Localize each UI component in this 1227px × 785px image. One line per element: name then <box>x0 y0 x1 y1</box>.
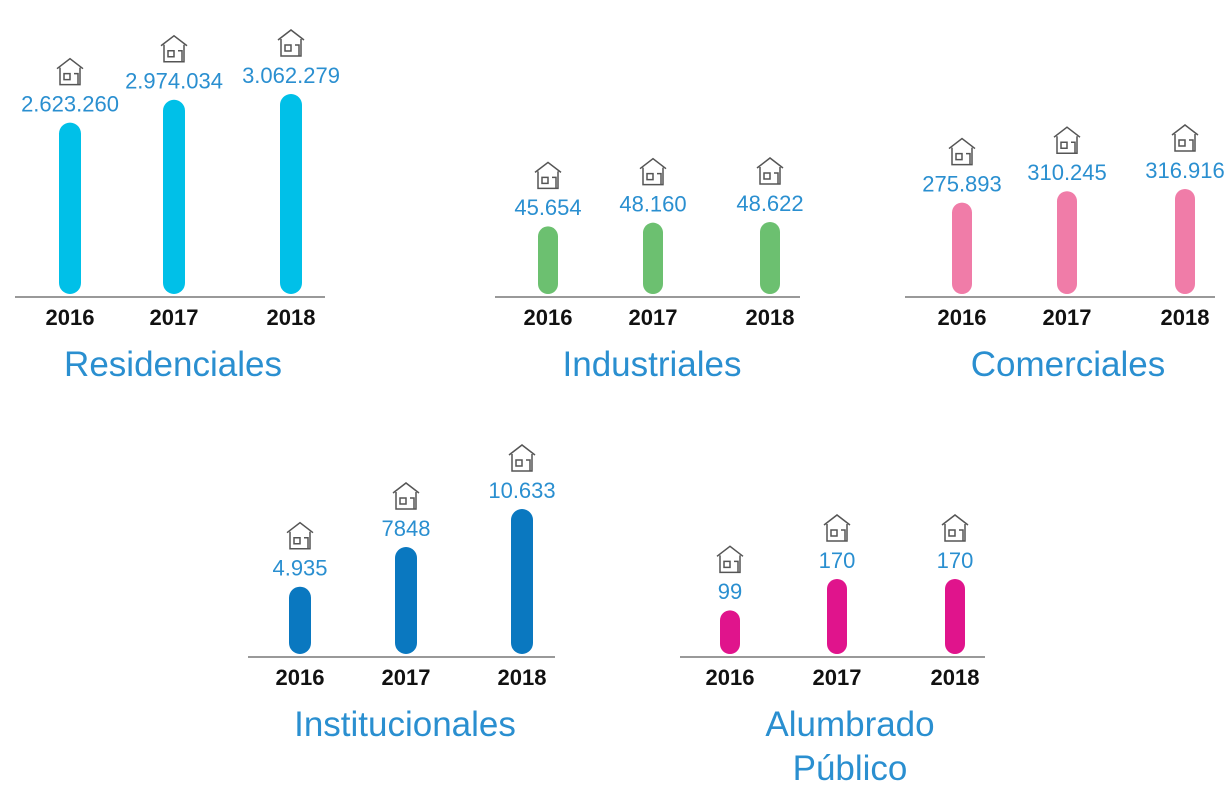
icon <box>1053 126 1081 154</box>
value-label: 2.974.034 <box>125 69 223 94</box>
year-label: 2016 <box>46 305 95 330</box>
bar <box>395 546 417 654</box>
icon-shape <box>639 157 667 186</box>
value-label: 275.893 <box>922 171 1002 196</box>
value-label: 310.245 <box>1027 160 1107 185</box>
value-label: 4.935 <box>272 556 327 581</box>
value-label: 48.622 <box>736 191 803 216</box>
icon-shape <box>1171 124 1199 152</box>
icon-shape <box>823 514 851 542</box>
bar <box>720 610 740 654</box>
icon <box>160 34 188 63</box>
bar <box>1057 191 1077 294</box>
icon <box>948 137 976 166</box>
year-label: 2016 <box>706 665 755 690</box>
year-label: 2017 <box>382 665 431 690</box>
icon <box>941 514 969 542</box>
icon-shape <box>160 34 188 63</box>
bar <box>643 222 663 294</box>
value-label: 7848 <box>382 516 431 541</box>
icon <box>286 521 314 550</box>
year-label: 2016 <box>524 305 573 330</box>
bar <box>280 94 302 294</box>
icon-shape <box>392 482 420 510</box>
value-label: 10.633 <box>488 478 555 503</box>
bar <box>511 509 533 654</box>
icon <box>534 161 562 190</box>
icon-shape <box>941 514 969 542</box>
icon-shape <box>948 137 976 166</box>
year-label: 2017 <box>1043 305 1092 330</box>
icon-shape <box>534 161 562 190</box>
icon-shape <box>756 157 784 185</box>
bar <box>59 122 81 294</box>
icon <box>508 444 536 472</box>
year-label: 2018 <box>267 305 316 330</box>
year-label: 2016 <box>276 665 325 690</box>
value-label: 45.654 <box>514 195 581 220</box>
value-label: 3.062.279 <box>242 63 340 88</box>
icon-shape <box>1053 126 1081 154</box>
bar <box>952 202 972 294</box>
icon-shape <box>277 29 305 57</box>
year-label: 2017 <box>150 305 199 330</box>
year-label: 2017 <box>813 665 862 690</box>
icon <box>1171 124 1199 152</box>
bar <box>289 586 311 654</box>
chart-title: Alumbrado Público <box>765 705 935 785</box>
year-label: 2018 <box>746 305 795 330</box>
bar <box>538 226 558 294</box>
bar <box>163 99 185 294</box>
value-label: 48.160 <box>619 191 686 216</box>
year-label: 2018 <box>1161 305 1210 330</box>
chart-title: Residenciales <box>64 345 282 384</box>
bar <box>1175 189 1195 294</box>
value-label: 99 <box>718 579 742 604</box>
icon <box>823 514 851 542</box>
chart-title: Industriales <box>562 345 742 384</box>
icon <box>756 157 784 185</box>
value-label: 2.623.260 <box>21 91 119 116</box>
value-label: 170 <box>819 548 856 573</box>
value-label: 316.916 <box>1145 158 1225 183</box>
value-label: 170 <box>937 548 974 573</box>
chart-title: Comerciales <box>970 345 1166 384</box>
icon-shape <box>716 545 744 574</box>
bar <box>827 579 847 654</box>
year-label: 2016 <box>938 305 987 330</box>
icon <box>277 29 305 57</box>
chart-title: Institucionales <box>294 705 516 744</box>
icon-shape <box>56 57 84 86</box>
bar <box>760 222 780 294</box>
icon <box>716 545 744 574</box>
year-label: 2018 <box>931 665 980 690</box>
year-label: 2018 <box>498 665 547 690</box>
icon <box>639 157 667 186</box>
icon <box>56 57 84 86</box>
icon-shape <box>508 444 536 472</box>
year-label: 2017 <box>629 305 678 330</box>
icon <box>392 482 420 510</box>
bar <box>945 579 965 654</box>
icon-shape <box>286 521 314 550</box>
